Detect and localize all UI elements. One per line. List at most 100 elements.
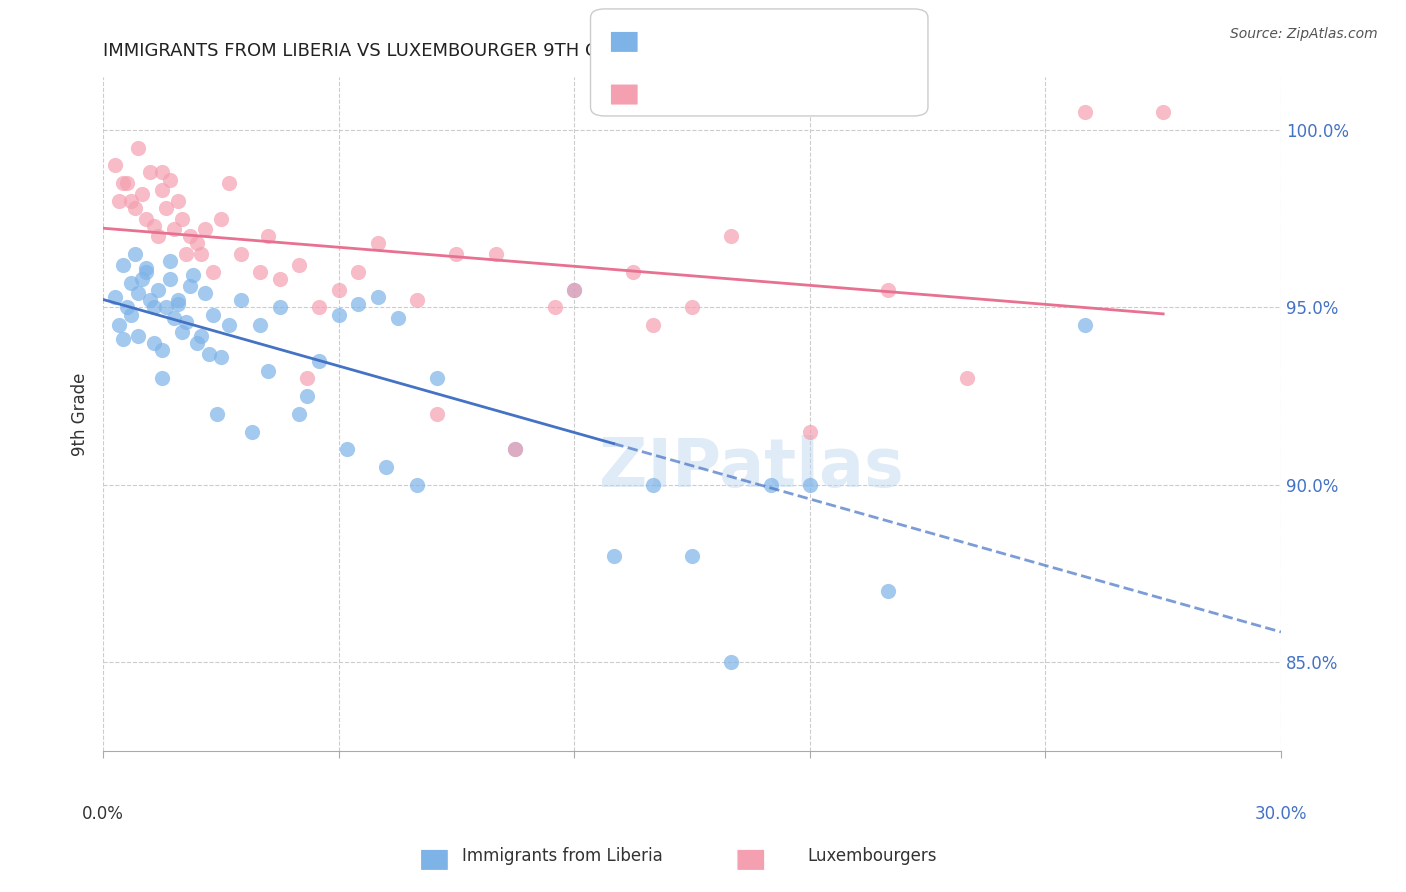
Point bbox=[229, 293, 252, 308]
Point bbox=[257, 229, 280, 244]
Point bbox=[163, 311, 186, 326]
Point bbox=[186, 236, 208, 251]
Point bbox=[1073, 105, 1095, 120]
Point bbox=[406, 293, 429, 308]
Point bbox=[170, 211, 193, 226]
Point bbox=[505, 442, 527, 457]
Point bbox=[104, 290, 127, 304]
Point bbox=[159, 254, 181, 268]
Point bbox=[108, 318, 131, 333]
Point bbox=[166, 194, 188, 208]
Point bbox=[218, 176, 240, 190]
Point bbox=[209, 350, 232, 364]
Point bbox=[1073, 318, 1095, 333]
Point bbox=[562, 283, 585, 297]
Point bbox=[720, 229, 742, 244]
Point bbox=[799, 425, 821, 439]
Point bbox=[194, 286, 217, 301]
Point bbox=[166, 297, 188, 311]
Text: R = −0.222   N = 53: R = −0.222 N = 53 bbox=[626, 85, 810, 103]
Point bbox=[159, 172, 181, 186]
Point bbox=[249, 318, 271, 333]
Point bbox=[150, 343, 173, 357]
Point bbox=[111, 332, 134, 346]
Point bbox=[297, 371, 319, 385]
Point bbox=[202, 308, 225, 322]
Point bbox=[174, 315, 197, 329]
Point bbox=[111, 176, 134, 190]
Point bbox=[426, 371, 449, 385]
Point bbox=[190, 247, 212, 261]
Point bbox=[956, 371, 979, 385]
Point bbox=[115, 176, 138, 190]
Text: ZIPatlas: ZIPatlas bbox=[599, 435, 903, 501]
Point bbox=[159, 272, 181, 286]
Text: IMMIGRANTS FROM LIBERIA VS LUXEMBOURGER 9TH GRADE CORRELATION CHART: IMMIGRANTS FROM LIBERIA VS LUXEMBOURGER … bbox=[103, 42, 849, 60]
Point bbox=[426, 407, 449, 421]
Point bbox=[328, 308, 350, 322]
Point bbox=[155, 301, 177, 315]
Point bbox=[124, 201, 146, 215]
Point bbox=[446, 247, 468, 261]
Point bbox=[347, 265, 370, 279]
Point bbox=[374, 460, 396, 475]
Point bbox=[150, 165, 173, 179]
Point bbox=[229, 247, 252, 261]
Point bbox=[108, 194, 131, 208]
Point bbox=[194, 222, 217, 236]
Point bbox=[179, 229, 201, 244]
Point bbox=[621, 265, 644, 279]
Text: Source: ZipAtlas.com: Source: ZipAtlas.com bbox=[1230, 27, 1378, 41]
Text: R = −0.106   N = 63: R = −0.106 N = 63 bbox=[626, 31, 810, 49]
Point bbox=[135, 211, 157, 226]
Point bbox=[335, 442, 357, 457]
Y-axis label: 9th Grade: 9th Grade bbox=[72, 372, 89, 456]
Text: 0.0%: 0.0% bbox=[82, 805, 124, 822]
Point bbox=[602, 549, 624, 563]
Point bbox=[641, 318, 664, 333]
Point bbox=[143, 219, 166, 233]
Point bbox=[135, 265, 157, 279]
Point bbox=[543, 301, 565, 315]
Point bbox=[183, 268, 205, 283]
Point bbox=[127, 328, 149, 343]
Point bbox=[297, 389, 319, 403]
Point bbox=[150, 183, 173, 197]
Point bbox=[269, 301, 291, 315]
Point bbox=[877, 283, 900, 297]
Point bbox=[406, 478, 429, 492]
Point bbox=[367, 236, 389, 251]
Point bbox=[166, 293, 188, 308]
Point bbox=[205, 407, 228, 421]
Point bbox=[124, 247, 146, 261]
Point bbox=[209, 211, 232, 226]
Point bbox=[143, 301, 166, 315]
Point bbox=[269, 272, 291, 286]
Text: 30.0%: 30.0% bbox=[1254, 805, 1308, 822]
Point bbox=[877, 584, 900, 599]
Point bbox=[202, 265, 225, 279]
Point bbox=[120, 308, 142, 322]
Point bbox=[198, 346, 221, 360]
Text: Luxembourgers: Luxembourgers bbox=[807, 847, 936, 865]
Point bbox=[179, 279, 201, 293]
Point bbox=[120, 276, 142, 290]
Point bbox=[720, 656, 742, 670]
Point bbox=[347, 297, 370, 311]
Point bbox=[143, 335, 166, 350]
Point bbox=[681, 301, 703, 315]
Point bbox=[387, 311, 409, 326]
Point bbox=[146, 283, 169, 297]
Point bbox=[131, 186, 153, 201]
Point bbox=[127, 286, 149, 301]
Point bbox=[218, 318, 240, 333]
Point bbox=[131, 272, 153, 286]
Point bbox=[308, 353, 330, 368]
Text: Immigrants from Liberia: Immigrants from Liberia bbox=[463, 847, 662, 865]
Point bbox=[681, 549, 703, 563]
Point bbox=[139, 165, 162, 179]
Point bbox=[104, 158, 127, 172]
Point bbox=[799, 478, 821, 492]
Point bbox=[163, 222, 186, 236]
Point bbox=[367, 290, 389, 304]
